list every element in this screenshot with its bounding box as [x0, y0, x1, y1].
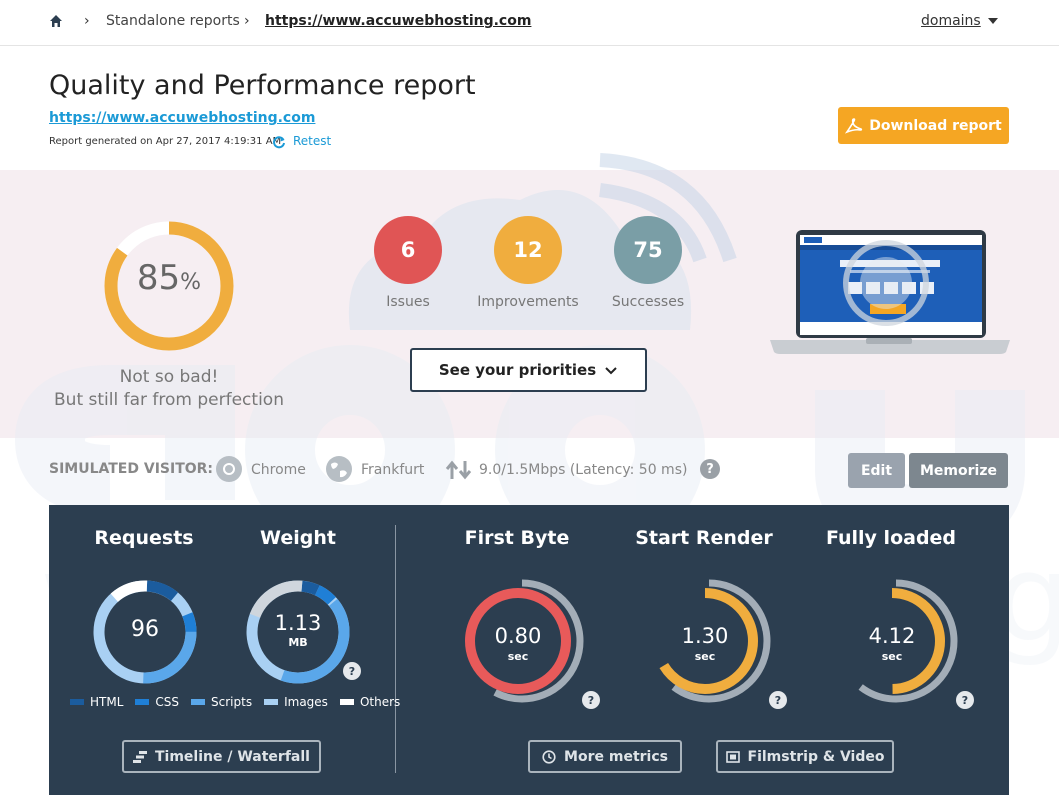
legend-item-scripts: Scripts: [191, 695, 252, 709]
improvements-count[interactable]: 12: [494, 216, 562, 284]
score-unit: %: [180, 270, 202, 295]
globe-icon: [326, 456, 352, 482]
start-render-title: Start Render: [635, 527, 773, 549]
first-byte-value: 0.80: [494, 624, 542, 648]
up-down-arrows-icon: [445, 460, 472, 480]
fully-loaded-gauge: [834, 579, 958, 703]
requests-value: 96: [131, 617, 159, 642]
breadcrumb-standalone-reports[interactable]: Standalone reports: [106, 13, 240, 29]
issues-count[interactable]: 6: [374, 216, 442, 284]
browser-text: Chrome: [251, 462, 306, 478]
more-metrics-button[interactable]: More metrics: [528, 740, 682, 773]
fully-loaded-value: 4.12: [868, 624, 916, 648]
metrics-divider: [395, 525, 396, 773]
legend-swatch: [339, 699, 354, 705]
see-priorities-label: See your priorities: [438, 361, 597, 379]
simulated-visitor-label: SIMULATED VISITOR:: [49, 461, 214, 477]
legend-swatch: [191, 699, 206, 705]
download-report-label: Download report: [869, 117, 1002, 134]
legend-swatch: [264, 699, 279, 705]
legend-label: HTML: [90, 695, 124, 709]
legend-swatch: [135, 699, 150, 705]
memorize-button[interactable]: Memorize: [909, 453, 1008, 488]
score-value: 85%: [101, 258, 237, 298]
page-screenshot-thumbnail[interactable]: [770, 230, 1010, 355]
requests-donut: [93, 580, 197, 684]
pdf-icon: [845, 117, 863, 134]
caret-down-icon[interactable]: [988, 18, 998, 24]
chevron-right-icon: ›: [244, 13, 250, 29]
legend-item-css: CSS: [135, 695, 179, 709]
legend-item-others: Others: [339, 695, 401, 709]
successes-count[interactable]: 75: [614, 216, 682, 284]
connection-text: 9.0/1.5Mbps (Latency: 50 ms): [479, 462, 688, 478]
start-render-help-icon[interactable]: ?: [769, 691, 787, 709]
issues-label: Issues: [386, 294, 430, 310]
weight-unit: MB: [288, 636, 308, 649]
start-render-gauge: [647, 579, 771, 703]
location-text: Frankfurt: [361, 462, 425, 478]
visitor-help-icon[interactable]: ?: [700, 459, 720, 479]
score-number: 85: [136, 258, 181, 298]
legend-label: Others: [359, 695, 401, 709]
weight-title: Weight: [260, 527, 336, 549]
requests-legend: HTML CSS Scripts Images Others: [70, 695, 400, 709]
download-report-button[interactable]: Download report: [838, 107, 1009, 144]
fully-loaded-unit: sec: [881, 650, 903, 663]
legend-item-html: HTML: [70, 695, 123, 709]
weight-donut: [246, 580, 350, 684]
first-byte-gauge: [460, 579, 584, 703]
timeline-waterfall-button[interactable]: Timeline / Waterfall: [122, 740, 321, 773]
edit-button[interactable]: Edit: [848, 453, 905, 488]
chevron-down-icon: [605, 366, 617, 374]
successes-label: Successes: [611, 294, 685, 310]
weight-help-icon[interactable]: ?: [343, 662, 361, 680]
home-icon[interactable]: [49, 14, 63, 28]
legend-label: Scripts: [211, 695, 253, 709]
top-bar: › Standalone reports › https://www.accuw…: [0, 0, 1059, 46]
filmstrip-video-label: Filmstrip & Video: [747, 748, 885, 765]
timeline-waterfall-label: Timeline / Waterfall: [155, 748, 310, 765]
film-icon: [725, 750, 740, 763]
fully-loaded-title: Fully loaded: [825, 527, 957, 549]
report-generated-text: Report generated on Apr 27, 2017 4:19:31…: [49, 136, 282, 147]
weight-value: 1.13: [274, 611, 322, 635]
domains-dropdown[interactable]: domains: [921, 13, 981, 29]
breadcrumb-url[interactable]: https://www.accuwebhosting.com: [265, 13, 532, 29]
bars-icon: [133, 750, 147, 763]
score-gauge: [104, 221, 234, 351]
filmstrip-video-button[interactable]: Filmstrip & Video: [716, 740, 894, 773]
first-byte-help-icon[interactable]: ?: [582, 691, 600, 709]
see-priorities-button[interactable]: See your priorities: [410, 348, 647, 392]
requests-title: Requests: [94, 527, 194, 549]
first-byte-unit: sec: [507, 650, 529, 663]
fully-loaded-help-icon[interactable]: ?: [956, 691, 974, 709]
legend-swatch: [70, 699, 84, 705]
report-url-link[interactable]: https://www.accuwebhosting.com: [49, 110, 316, 126]
start-render-value: 1.30: [681, 624, 729, 648]
start-render-unit: sec: [694, 650, 716, 663]
retest-link[interactable]: Retest: [293, 134, 332, 148]
legend-item-images: Images: [264, 695, 328, 709]
legend-label: CSS: [155, 695, 180, 709]
clock-icon: [542, 749, 556, 764]
more-metrics-label: More metrics: [564, 748, 668, 765]
refresh-icon[interactable]: [272, 135, 286, 149]
legend-label: Images: [284, 695, 328, 709]
first-byte-title: First Byte: [464, 527, 570, 549]
improvements-label: Improvements: [477, 294, 579, 310]
chrome-icon: [216, 456, 242, 482]
page-title: Quality and Performance report: [49, 70, 476, 101]
verdict-line-2: But still far from perfection: [54, 390, 284, 410]
chevron-right-icon: ›: [84, 13, 90, 29]
verdict-line-1: Not so bad!: [119, 367, 219, 387]
